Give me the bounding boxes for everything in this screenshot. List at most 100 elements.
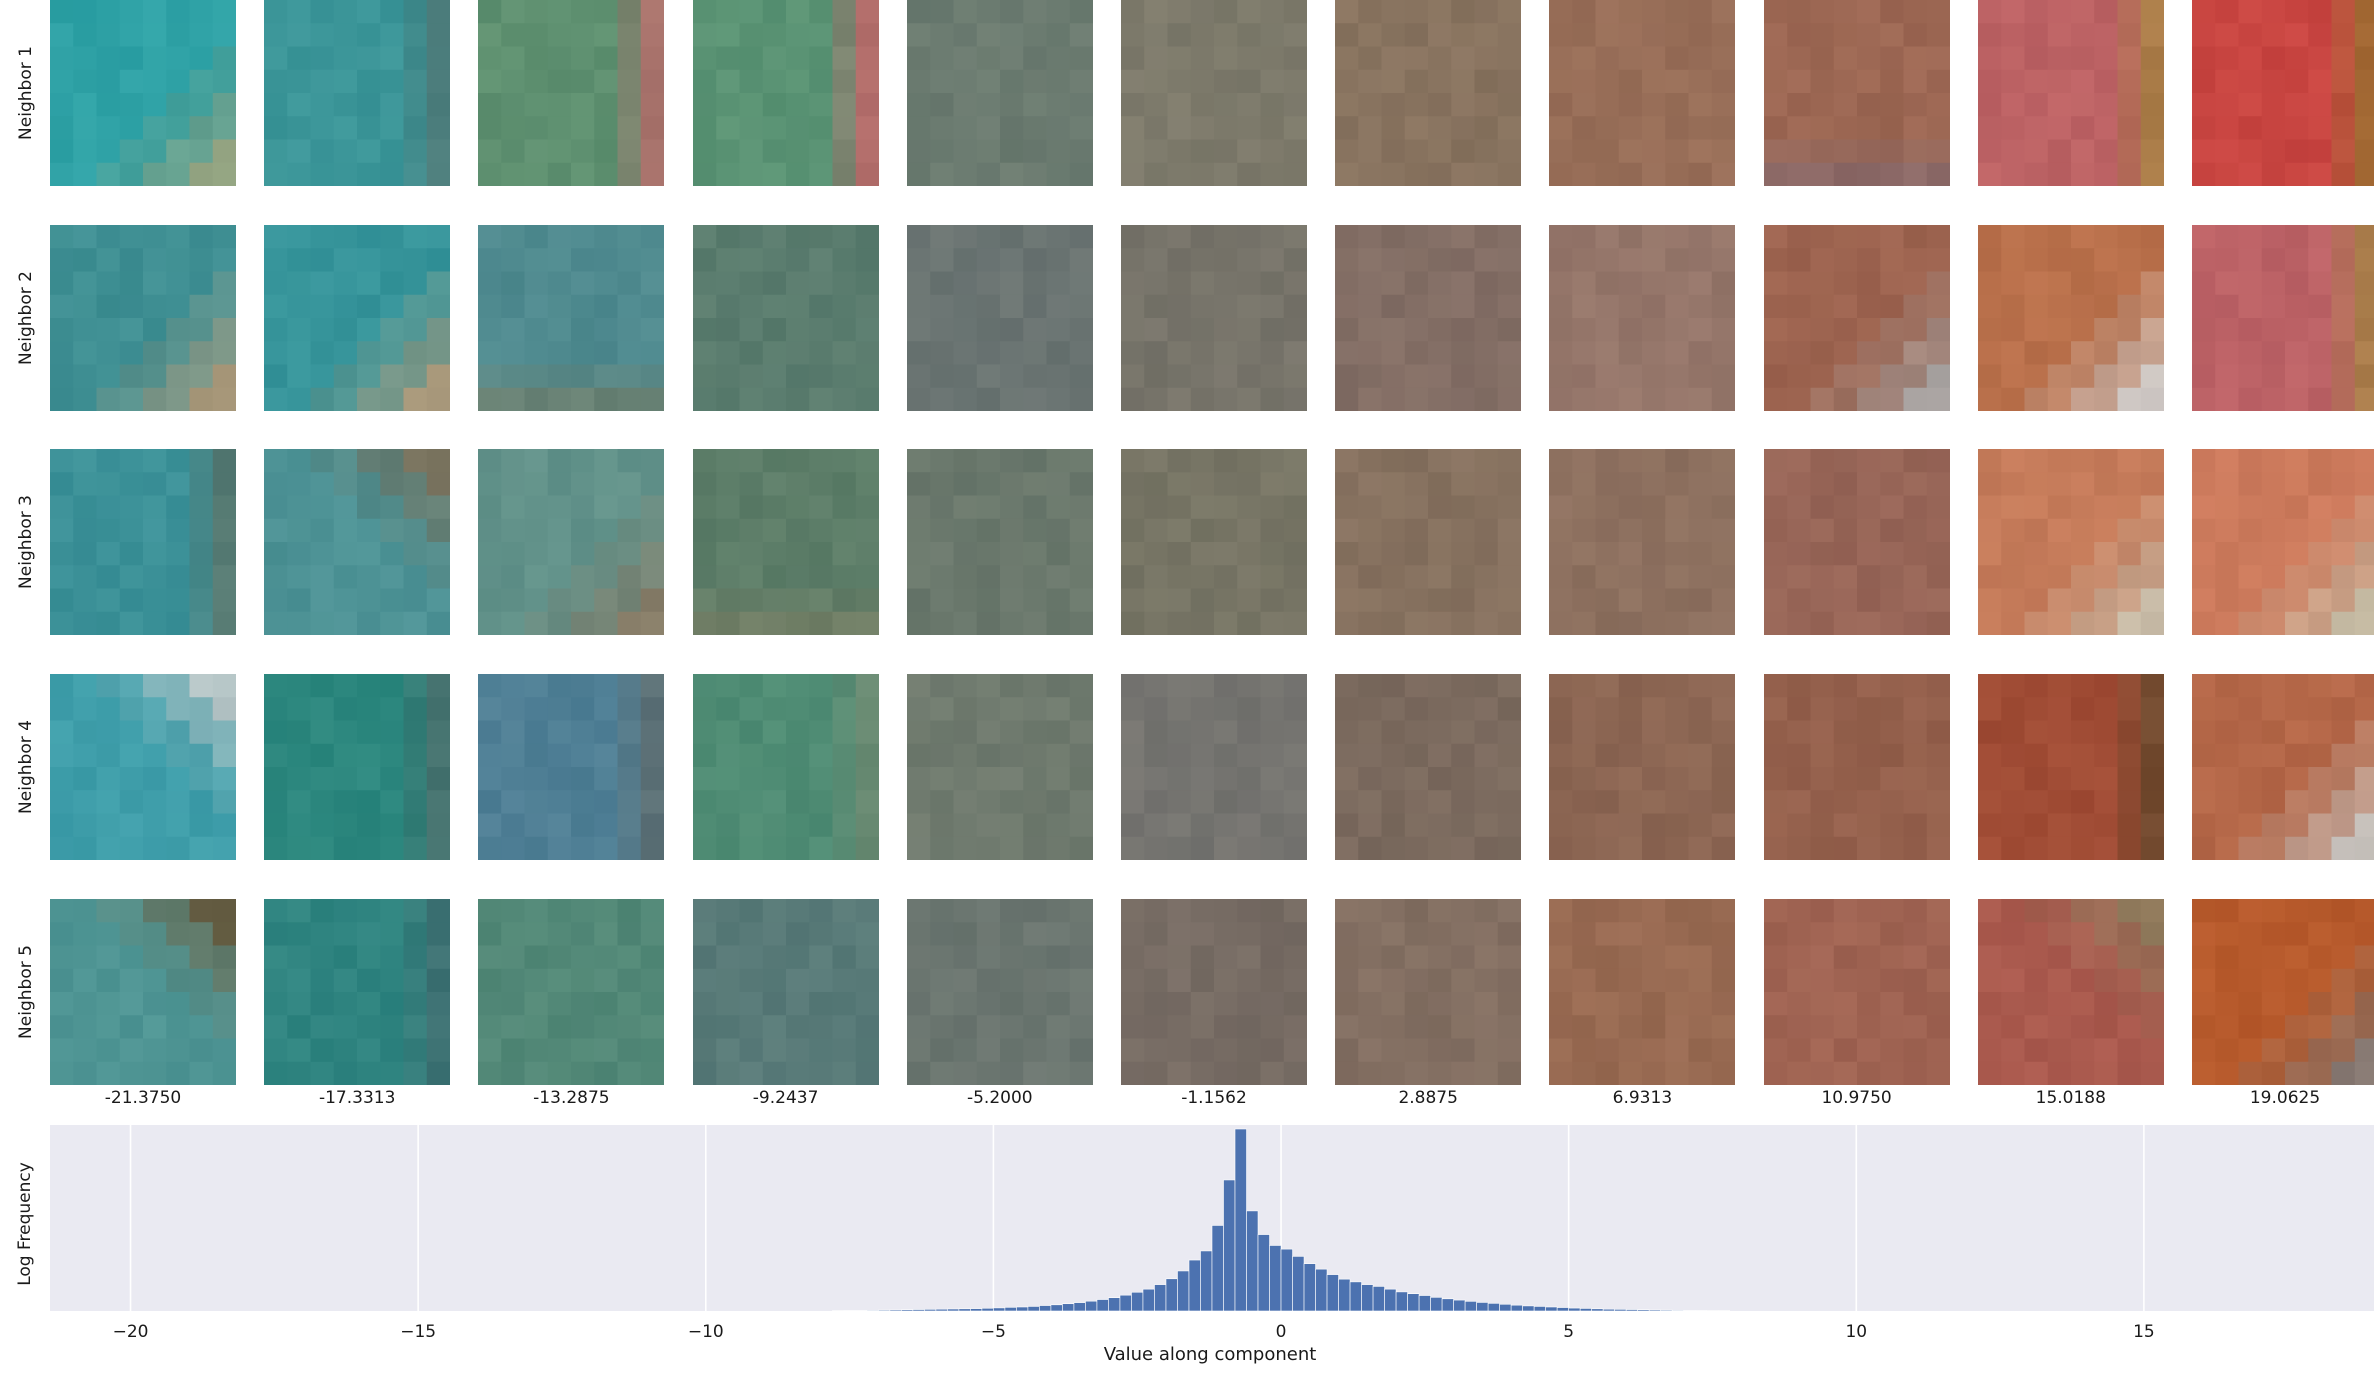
neighbor-4-tile-9 — [1763, 674, 1950, 861]
histogram-bar-25 — [1119, 1294, 1132, 1312]
neighbor-5-tile-3 — [478, 898, 665, 1085]
neighbor-3-tile-5 — [906, 449, 1093, 636]
histogram-bar-39 — [1280, 1248, 1293, 1312]
neighbor-1-tile-6 — [1121, 0, 1307, 186]
histogram-bar-55 — [1464, 1301, 1477, 1312]
column-value-9: 10.9750 — [1821, 1088, 1892, 1108]
column-value-1: -21.3750 — [104, 1088, 182, 1108]
neighbor-5-tile-2 — [264, 898, 451, 1085]
histogram-bar-24 — [1108, 1297, 1121, 1312]
histogram-bar-50 — [1407, 1293, 1420, 1312]
neighbor-3-tile-6 — [1121, 449, 1307, 636]
histogram-bar-75 — [1694, 1310, 1708, 1312]
column-value-4: -9.2437 — [752, 1088, 819, 1108]
histogram-bar-28 — [1154, 1284, 1167, 1312]
histogram-bar-61 — [1533, 1306, 1546, 1312]
histogram-bar-63 — [1556, 1307, 1569, 1312]
neighbor-5-tile-6 — [1121, 898, 1307, 1085]
neighbor-3-tile-1 — [50, 449, 236, 636]
histogram-bar-21 — [1073, 1302, 1086, 1312]
neighbor-5-tile-8 — [1549, 898, 1736, 1085]
histogram-gridlines — [129, 1125, 2145, 1311]
histogram-bar-52 — [1430, 1297, 1443, 1312]
neighbor-1-tile-4 — [692, 0, 879, 186]
neighbor-5-tile-7 — [1335, 898, 1522, 1085]
neighbor-5-tile-11 — [2192, 898, 2374, 1085]
histogram-bar-74 — [1683, 1310, 1696, 1312]
histogram-x-axis-label: Value along component — [1104, 1344, 1317, 1365]
histogram-bar-1 — [843, 1310, 856, 1312]
histogram-bar-32 — [1200, 1250, 1213, 1312]
column-value-10: 15.0188 — [2035, 1088, 2106, 1108]
neighbor-3-tile-2 — [264, 449, 451, 636]
histogram-bar-7 — [912, 1309, 925, 1312]
histogram-bar-19 — [1050, 1304, 1063, 1312]
neighbor-2-tile-5 — [906, 224, 1093, 411]
x-tick-label-3: −5 — [981, 1322, 1006, 1342]
histogram-bar-49 — [1395, 1291, 1408, 1312]
histogram-bar-67 — [1602, 1308, 1615, 1312]
histogram-bar-26 — [1131, 1291, 1144, 1312]
histogram-bar-73 — [1671, 1309, 1685, 1312]
histogram-bar-46 — [1361, 1284, 1374, 1312]
neighbor-4-tile-2 — [264, 674, 451, 861]
column-value-6: -1.1562 — [1181, 1088, 1247, 1108]
x-tick-label-6: 10 — [1845, 1322, 1867, 1342]
histogram-bar-68 — [1614, 1309, 1627, 1312]
histogram-bar-13 — [981, 1307, 994, 1312]
histogram-bar-65 — [1579, 1308, 1592, 1312]
neighbor-1-tile-7 — [1335, 0, 1522, 186]
neighbor-2-tile-9 — [1763, 224, 1950, 411]
neighbor-3-tile-3 — [478, 449, 665, 636]
neighbor-5-tile-4 — [692, 898, 879, 1085]
histogram-bar-66 — [1591, 1308, 1604, 1312]
histogram-bar-16 — [1016, 1306, 1029, 1312]
histogram-bar-72 — [1660, 1309, 1673, 1312]
histogram-bar-29 — [1165, 1278, 1178, 1312]
histogram-bar-5 — [889, 1309, 902, 1312]
neighbor-5-tile-10 — [1977, 898, 2164, 1085]
histogram-bar-18 — [1039, 1305, 1052, 1312]
column-value-8: 6.9313 — [1612, 1088, 1673, 1108]
neighbor-4-tile-5 — [906, 674, 1093, 861]
neighbor-3-tile-7 — [1335, 449, 1522, 636]
neighbor-3-tile-9 — [1763, 449, 1950, 636]
histogram-bar-45 — [1349, 1281, 1362, 1312]
histogram-bar-2 — [855, 1310, 868, 1312]
neighbor-1-tile-8 — [1549, 0, 1736, 186]
histogram-bar-51 — [1418, 1295, 1431, 1312]
neighbor-2-tile-7 — [1335, 224, 1522, 411]
histogram-bar-3 — [866, 1309, 879, 1312]
histogram-bar-58 — [1499, 1303, 1512, 1312]
column-value-3: -13.2875 — [533, 1088, 610, 1108]
neighbor-4-tile-3 — [478, 674, 665, 861]
histogram-bar-42 — [1315, 1268, 1328, 1312]
neighbor-2-tile-10 — [1977, 224, 2164, 411]
column-value-7: 2.8875 — [1398, 1088, 1458, 1108]
histogram-bar-37 — [1257, 1234, 1270, 1312]
histogram-bar-23 — [1096, 1299, 1109, 1312]
histogram-bar-62 — [1545, 1306, 1558, 1312]
histogram-bar-56 — [1476, 1302, 1489, 1312]
neighbor-1-tile-9 — [1763, 0, 1950, 186]
histogram-bar-11 — [958, 1308, 971, 1312]
histogram-bar-34 — [1223, 1179, 1236, 1312]
neighbor-2-tile-2 — [264, 224, 451, 411]
neighbor-2-tile-8 — [1549, 224, 1736, 411]
histogram-bar-44 — [1338, 1278, 1351, 1312]
x-tick-label-2: −10 — [688, 1322, 724, 1342]
neighbor-1-tile-5 — [906, 0, 1093, 186]
histogram-bar-64 — [1568, 1307, 1581, 1312]
neighbor-1-tile-2 — [264, 0, 451, 186]
histogram-bar-15 — [1004, 1307, 1017, 1312]
neighbor-4-tile-7 — [1335, 674, 1522, 861]
histogram-bar-9 — [935, 1308, 948, 1312]
histogram-bar-48 — [1384, 1288, 1397, 1312]
histogram-bar-31 — [1188, 1259, 1201, 1312]
x-tick-label-4: 0 — [1276, 1322, 1287, 1342]
neighbor-3-tile-10 — [1977, 449, 2164, 636]
histogram-bar-20 — [1062, 1303, 1075, 1312]
histogram-bar-60 — [1522, 1305, 1535, 1312]
neighbor-1-tile-11 — [2192, 0, 2374, 186]
